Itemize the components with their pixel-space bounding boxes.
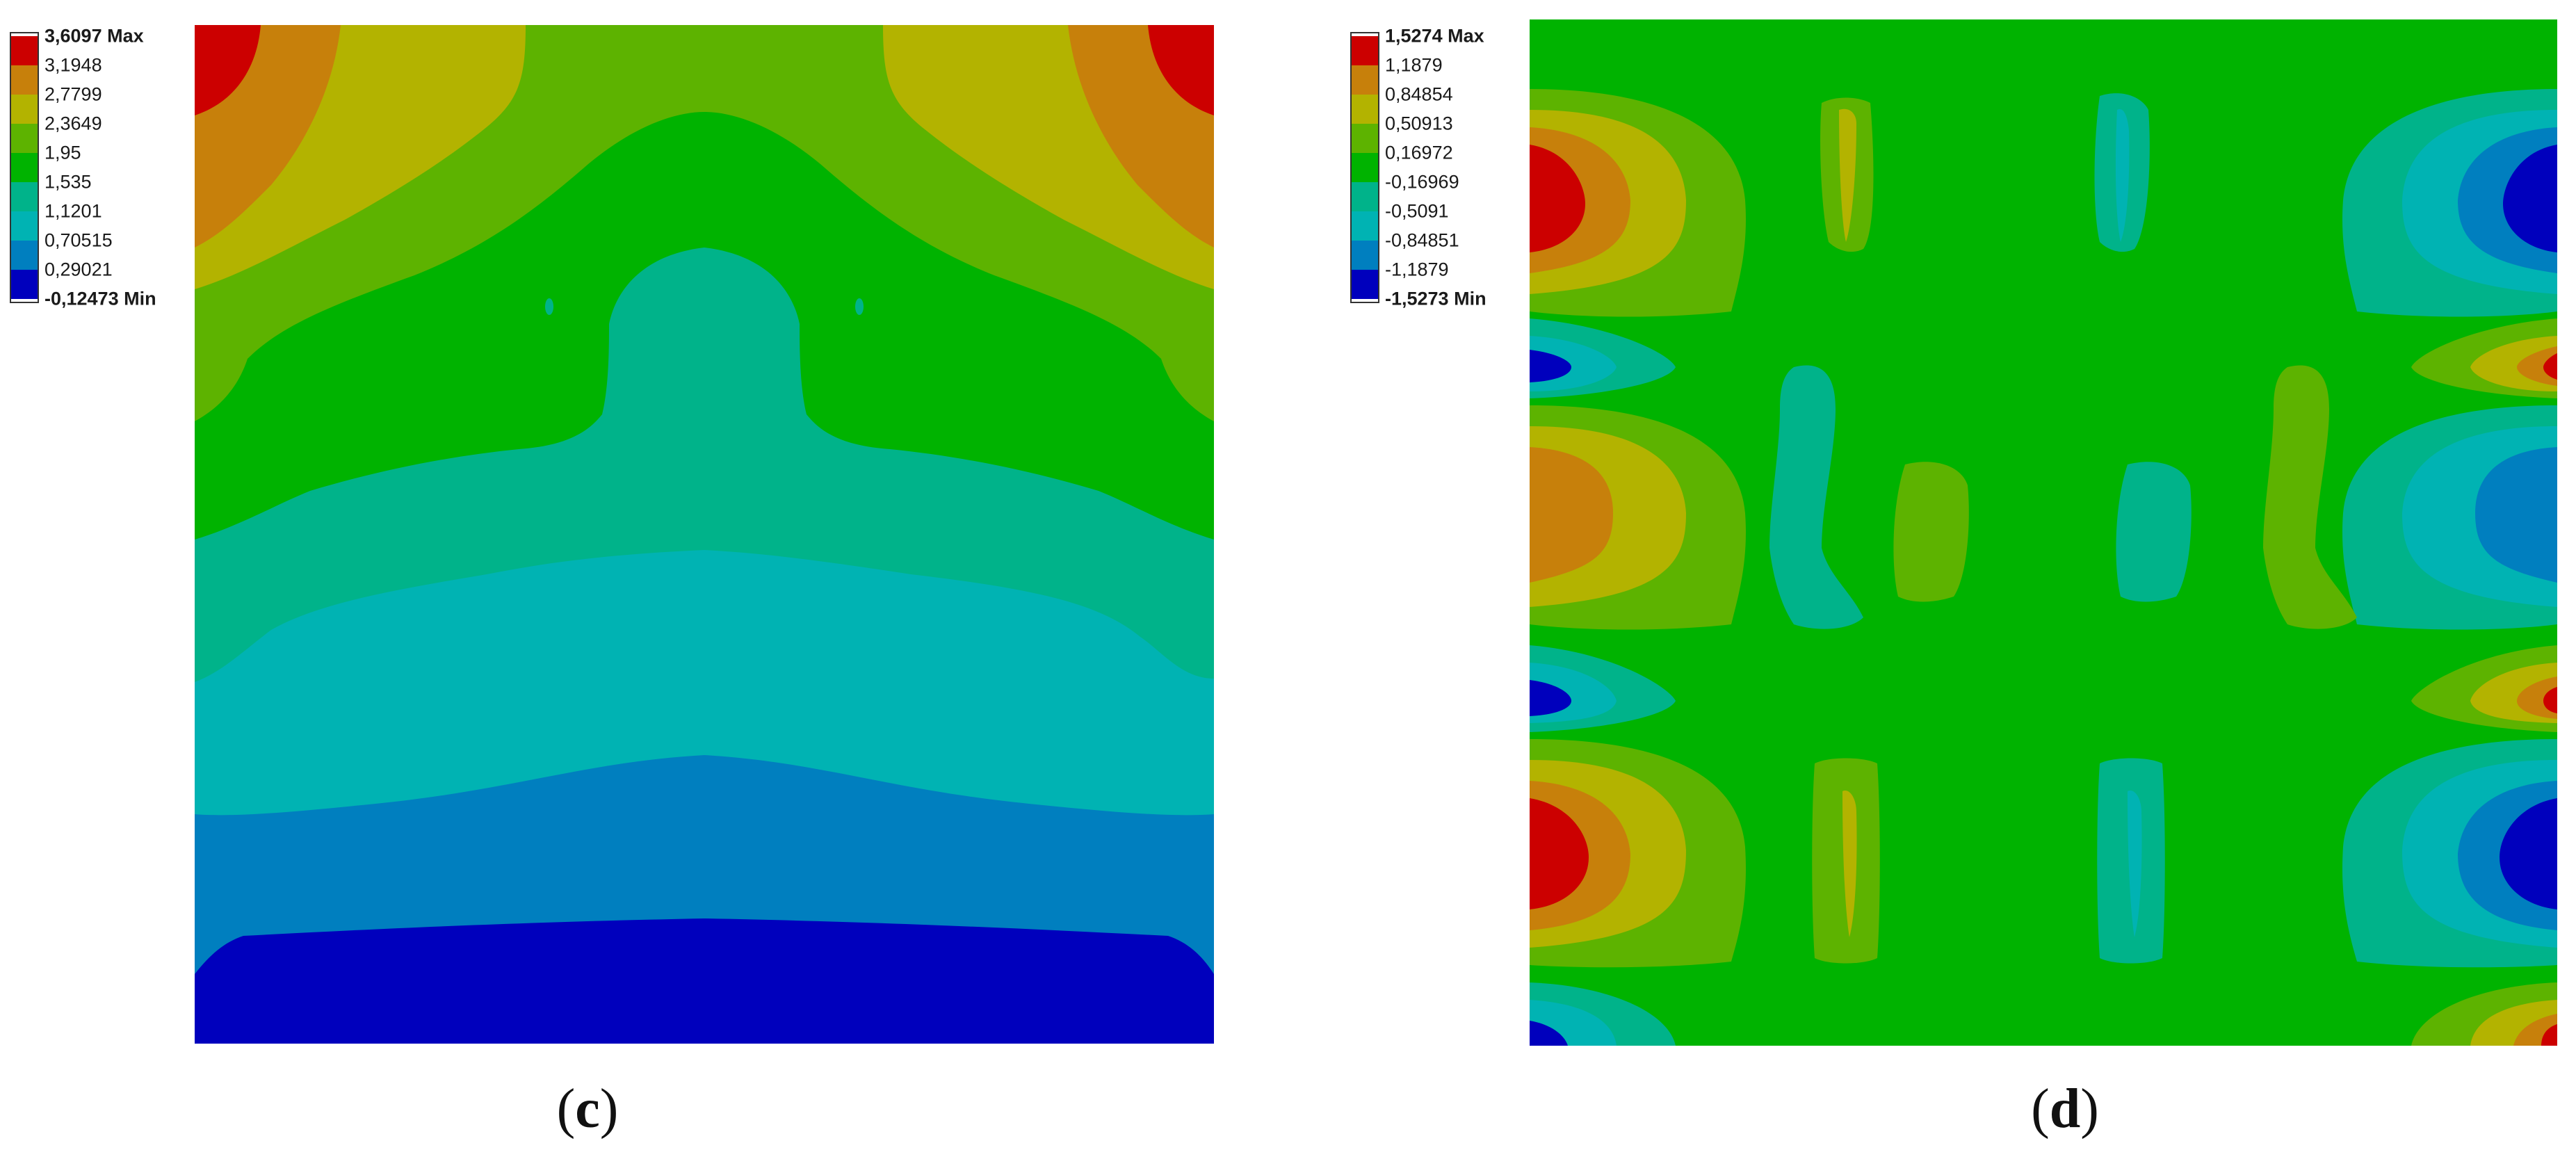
panel-caption-d: (d) <box>2031 1078 2099 1140</box>
legend-min-label: -1,5273 Min <box>1385 288 1487 309</box>
contour-island <box>545 298 553 315</box>
legend-tick-label: 2,7799 <box>44 83 102 105</box>
legend-tick-label: 0,50913 <box>1385 113 1453 134</box>
legend-swatch <box>10 270 39 299</box>
legend-swatch <box>1350 241 1379 270</box>
legend-swatch <box>10 182 39 211</box>
contour-lobe <box>2128 791 2142 937</box>
legend-swatch <box>10 36 39 65</box>
legend-tick-label: 3,1948 <box>44 54 102 76</box>
contour-lobe <box>1839 108 1856 242</box>
legend-frame <box>10 32 39 303</box>
contour-lobe <box>1893 462 1969 602</box>
legend-tick-label: 1,1879 <box>1385 54 1443 76</box>
contour-lobe <box>1842 791 1857 937</box>
contour-lobe <box>1769 365 1863 629</box>
legend-tick-label: -0,84851 <box>1385 229 1459 251</box>
legend-swatch <box>1350 211 1379 241</box>
legend-max-label: 1,5274 Max <box>1385 25 1484 47</box>
legend-tick-label: -0,5091 <box>1385 200 1449 222</box>
legend-swatch <box>1350 270 1379 299</box>
contour-lobe <box>2500 798 2557 909</box>
panel-c: 3,6097 Max 3,1948 2,7799 2,3649 1,95 1,5… <box>10 25 1214 1140</box>
legend-swatch <box>1350 36 1379 65</box>
legend-tick-label: 0,29021 <box>44 259 113 280</box>
panel-d: 1,5274 Max 1,1879 0,84854 0,50913 0,1697… <box>1288 0 2576 1150</box>
contour-lobe <box>1530 350 1571 382</box>
legend-tick-label: -0,16969 <box>1385 171 1459 193</box>
contour-lobe <box>2517 346 2557 386</box>
contour-lobe <box>2116 462 2192 602</box>
contour-lobe <box>1530 447 1613 583</box>
legend-swatch <box>1350 124 1379 153</box>
contour-lobe <box>2503 145 2557 252</box>
legend-tick-label: 0,16972 <box>1385 142 1453 163</box>
contour-lobe <box>1530 1021 1568 1046</box>
contour-plot-c <box>195 25 1214 1044</box>
legend-min-label: -0,12473 Min <box>44 288 156 309</box>
contour-lobe <box>1530 145 1585 252</box>
contour-lobe <box>2475 447 2557 583</box>
contour-lobe <box>2543 687 2557 713</box>
legend-frame <box>1350 32 1379 303</box>
contour-band <box>1148 25 1214 115</box>
legend-swatch <box>1350 65 1379 95</box>
contour-lobe <box>1530 680 1571 716</box>
contour-lobe <box>2543 353 2557 380</box>
legend-tick-label: 1,1201 <box>44 200 102 222</box>
contour-lobe <box>2263 365 2357 629</box>
legend-tick-label: -1,1879 <box>1385 259 1449 280</box>
contour-band <box>195 25 261 115</box>
legend-swatch <box>10 241 39 270</box>
legend-tick-label: 1,535 <box>44 171 92 193</box>
legend-tick-label: 1,95 <box>44 142 81 163</box>
legend-tick-label: 0,84854 <box>1385 83 1453 105</box>
legend-tick-label: 2,3649 <box>44 113 102 134</box>
legend-max-label: 3,6097 Max <box>44 25 144 47</box>
legend-swatch <box>10 153 39 182</box>
panel-caption-c: (c) <box>556 1078 619 1140</box>
legend-swatch <box>1350 95 1379 124</box>
contour-plot-d <box>1530 19 2557 1046</box>
contour-lobe <box>2541 1024 2557 1046</box>
contour-lobe <box>1530 798 1589 909</box>
legend-swatch <box>1350 182 1379 211</box>
contour-band <box>195 25 1214 289</box>
legend-swatch <box>10 65 39 95</box>
contour-lobe <box>2115 109 2130 242</box>
legend-tick-label: 0,70515 <box>44 229 113 251</box>
legend-swatch <box>10 124 39 153</box>
legend-swatch <box>1350 153 1379 182</box>
legend-swatch <box>10 95 39 124</box>
contour-island <box>855 298 864 315</box>
legend-swatch <box>10 211 39 241</box>
